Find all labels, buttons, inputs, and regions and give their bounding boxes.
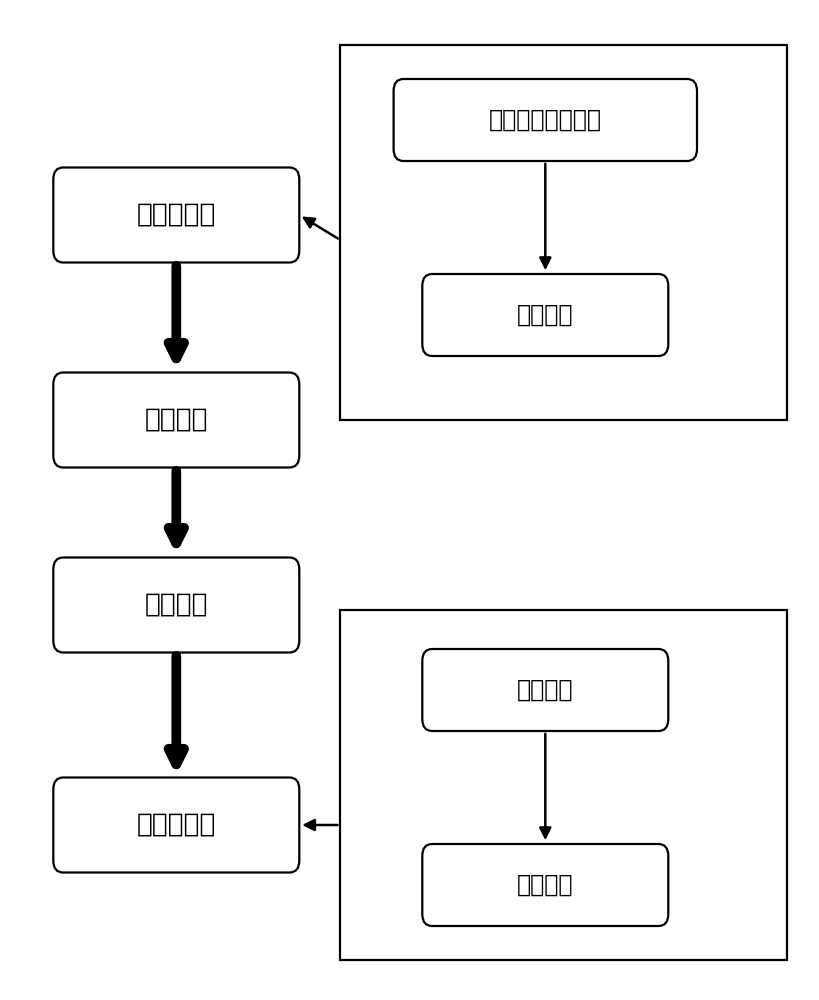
Text: 样品表面打磨抛光: 样品表面打磨抛光 (488, 108, 601, 132)
Text: 样品后处理: 样品后处理 (137, 812, 215, 838)
FancyBboxPatch shape (422, 844, 667, 926)
Text: 激光冲击: 激光冲击 (144, 592, 208, 618)
FancyBboxPatch shape (422, 649, 667, 731)
Bar (340, 45, 786, 420)
Text: 干燥保存: 干燥保存 (517, 873, 572, 897)
Text: 超声清洗: 超声清洗 (517, 303, 572, 327)
Text: 样品预处理: 样品预处理 (137, 202, 215, 228)
FancyBboxPatch shape (393, 79, 696, 161)
FancyBboxPatch shape (53, 372, 299, 468)
FancyBboxPatch shape (53, 778, 299, 872)
FancyBboxPatch shape (53, 558, 299, 652)
Text: 超声清洗: 超声清洗 (517, 678, 572, 702)
FancyBboxPatch shape (53, 167, 299, 262)
Bar (340, 610, 786, 960)
Text: 碳氮共渗: 碳氮共渗 (144, 407, 208, 433)
FancyBboxPatch shape (422, 274, 667, 356)
